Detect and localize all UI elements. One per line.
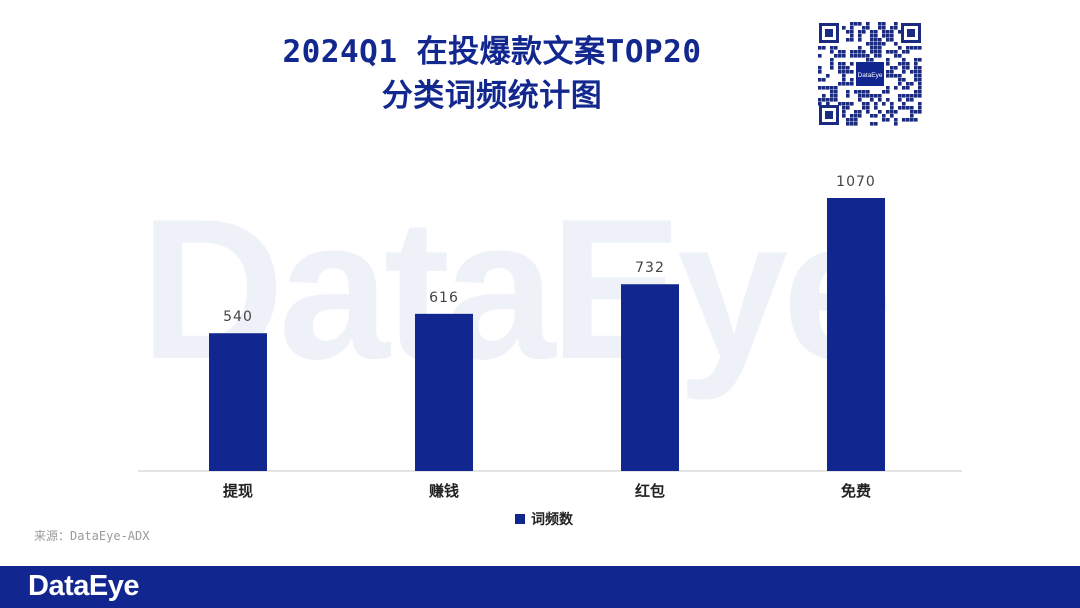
data-label-0: 540 xyxy=(223,309,253,325)
footer-logo: DataEye xyxy=(28,570,139,602)
bar-3 xyxy=(827,198,885,471)
chart-title-line1: 2024Q1 在投爆款文案TOP20 xyxy=(282,34,702,70)
source-note: 来源：DataEye-ADX xyxy=(34,529,150,543)
qr-code-icon: DataEye xyxy=(818,22,922,126)
chart-title: 2024Q1 在投爆款文案TOP20 分类词频统计图 xyxy=(0,30,984,118)
bar-0 xyxy=(209,333,267,471)
legend-swatch xyxy=(515,514,525,524)
data-label-1: 616 xyxy=(429,290,459,306)
x-tick-label-2: 红包 xyxy=(635,482,665,500)
data-label-2: 732 xyxy=(635,260,665,276)
bar-2 xyxy=(621,284,679,471)
x-tick-label-1: 赚钱 xyxy=(428,482,459,500)
x-tick-label-0: 提现 xyxy=(223,482,253,500)
x-tick-label-3: 免费 xyxy=(841,482,871,500)
qr-logo-text: DataEye xyxy=(858,72,883,79)
data-label-3: 1070 xyxy=(836,174,876,190)
bar-1 xyxy=(415,313,473,471)
footer-bar: DataEye xyxy=(0,566,1080,608)
chart-title-line2: 分类词频统计图 xyxy=(381,78,603,114)
legend-label: 词频数 xyxy=(531,511,574,528)
